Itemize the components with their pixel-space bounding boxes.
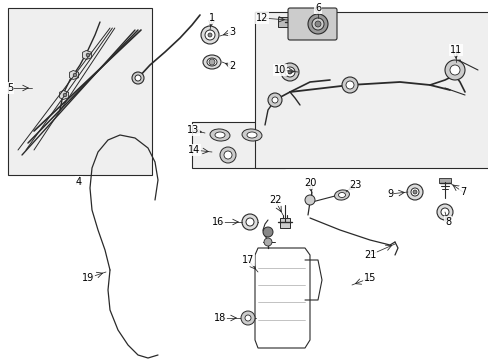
Ellipse shape [203,55,221,69]
Circle shape [346,81,353,89]
Text: 11: 11 [449,45,461,55]
Text: 22: 22 [268,195,281,205]
Text: 21: 21 [363,250,375,260]
Circle shape [281,63,298,81]
Circle shape [86,53,90,57]
Text: 20: 20 [303,178,316,188]
FancyBboxPatch shape [287,8,336,40]
Circle shape [132,72,143,84]
Bar [254,12,488,168]
Text: 9: 9 [386,189,392,199]
Circle shape [314,21,320,27]
Text: 8: 8 [444,217,450,227]
Bar [438,178,450,183]
Ellipse shape [242,129,262,141]
Bar [278,17,291,27]
Circle shape [241,311,254,325]
Circle shape [271,97,278,103]
Circle shape [444,60,464,80]
Circle shape [263,227,272,237]
Circle shape [224,151,231,159]
Circle shape [63,93,67,97]
Bar [192,122,285,168]
Text: 6: 6 [314,3,321,13]
Text: 5: 5 [7,83,13,93]
Circle shape [412,190,416,194]
Circle shape [287,70,291,74]
Circle shape [307,14,327,34]
Circle shape [267,93,282,107]
Circle shape [440,208,448,216]
Ellipse shape [206,58,217,66]
Text: 23: 23 [348,180,361,190]
Circle shape [311,18,324,30]
Circle shape [406,184,422,200]
Text: 19: 19 [81,273,94,283]
Polygon shape [254,248,309,348]
Polygon shape [69,71,79,80]
Polygon shape [82,50,91,59]
Circle shape [410,188,418,196]
Bar [280,218,289,228]
Ellipse shape [334,190,349,200]
Text: 2: 2 [228,61,235,71]
Text: 3: 3 [228,27,235,37]
Text: 7: 7 [459,187,465,197]
Circle shape [245,218,253,226]
Circle shape [285,67,294,77]
Bar [8,8,152,175]
Circle shape [208,59,215,65]
Circle shape [449,65,459,75]
Text: 17: 17 [242,255,254,265]
Circle shape [220,147,236,163]
Text: 10: 10 [273,65,285,75]
Text: 4: 4 [76,177,82,187]
Circle shape [204,30,215,40]
Ellipse shape [246,132,257,138]
Text: 12: 12 [255,13,267,23]
Circle shape [341,77,357,93]
Circle shape [436,204,452,220]
Text: 1: 1 [208,13,215,23]
Ellipse shape [215,132,224,138]
Text: 14: 14 [187,145,200,155]
Circle shape [135,75,141,81]
Circle shape [73,73,77,77]
Ellipse shape [338,193,345,198]
Circle shape [242,214,258,230]
Circle shape [201,26,219,44]
Text: 18: 18 [213,313,225,323]
Polygon shape [60,90,68,99]
Circle shape [244,315,250,321]
Text: 13: 13 [186,125,199,135]
Circle shape [207,33,212,37]
Circle shape [305,195,314,205]
Ellipse shape [209,129,229,141]
Text: 15: 15 [363,273,375,283]
Circle shape [264,238,271,246]
Text: 16: 16 [211,217,224,227]
